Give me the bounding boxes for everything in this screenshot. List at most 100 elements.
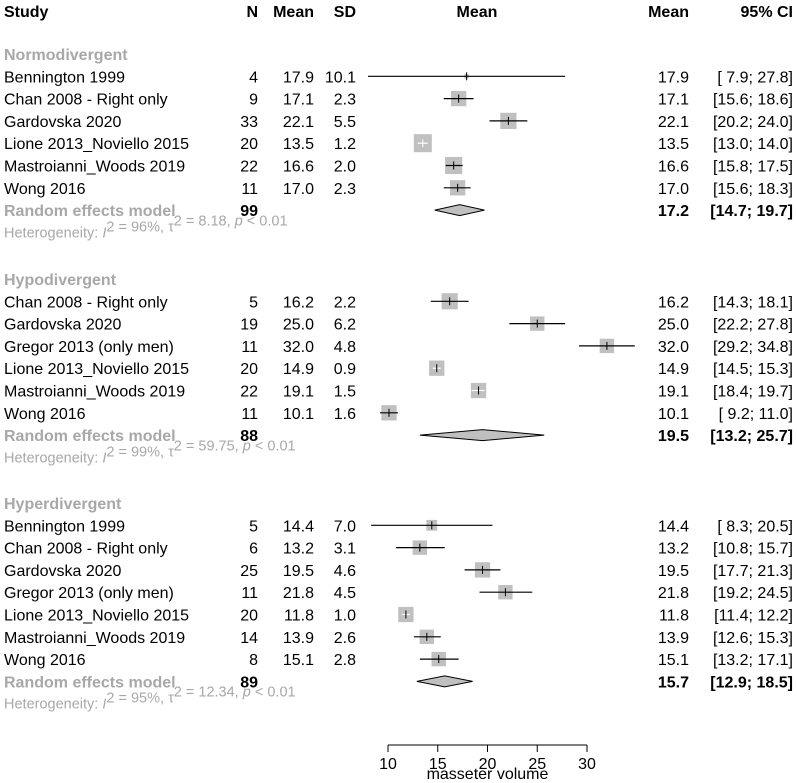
study-ci: [14.5; 15.3] [713, 361, 793, 378]
study-n: 22 [240, 159, 258, 176]
study-row: Lione 2013_Noviello 2015 20 13.5 1.2 13.5 [13… [4, 134, 793, 153]
study-mean: 17.1 [283, 92, 314, 109]
heterogeneity-part: I [102, 697, 106, 713]
study-sd: 7.0 [334, 518, 356, 535]
study-name: Gregor 2013 (only men) [4, 585, 174, 602]
study-n: 20 [240, 136, 258, 153]
random-effects-n: 88 [240, 428, 258, 445]
study-row: Chan 2008 - Right only 9 17.1 2.3 17.1 [15.6;… [4, 90, 793, 109]
study-sd: 2.2 [334, 294, 356, 311]
study-row: Gregor 2013 (only men) 11 21.8 4.5 21.8 [19.2… [4, 585, 793, 602]
study-n: 11 [241, 339, 258, 356]
heterogeneity-part: I [102, 225, 106, 241]
study-ci: [20.2; 24.0] [713, 114, 793, 131]
random-effects-n: 89 [240, 674, 258, 691]
study-mean-value: 17.1 [658, 92, 689, 109]
study-n: 20 [240, 608, 258, 625]
study-sd: 2.0 [334, 159, 356, 176]
study-ci: [12.6; 15.3] [713, 630, 793, 647]
study-name: Wong 2016 [4, 181, 86, 198]
study-n: 20 [240, 361, 258, 378]
column-headers: Study N Mean SD Mean Mean 95% CI [4, 4, 793, 21]
study-n: 19 [240, 317, 258, 334]
axis-tick-label: 10 [379, 756, 397, 773]
study-sd: 10.1 [325, 69, 356, 86]
summary-diamond [434, 204, 485, 217]
subgroup-normodivergent: Normodivergent Bennington 1999 4 17.9 10.1 17… [4, 47, 793, 241]
group-title: Normodivergent [4, 47, 128, 64]
study-mean-value: 32.0 [658, 339, 689, 356]
superscript: 2 [106, 444, 114, 460]
study-ci: [15.6; 18.3] [713, 181, 793, 198]
study-name: Lione 2013_Noviello 2015 [4, 136, 189, 153]
heterogeneity-part: Heterogeneity: [4, 225, 102, 241]
random-effects-mean: 15.7 [658, 674, 689, 691]
x-axis-label: masseter volume [427, 766, 549, 783]
study-sd: 5.5 [334, 114, 356, 131]
study-mean-value: 19.1 [658, 384, 689, 401]
study-name: Chan 2008 - Right only [4, 92, 168, 109]
study-mean-value: 11.8 [659, 608, 689, 625]
study-sd: 1.2 [334, 136, 356, 153]
random-effects-mean: 19.5 [658, 428, 689, 445]
study-n: 5 [249, 518, 258, 535]
study-n: 5 [249, 294, 258, 311]
study-ci: [ 7.9; 27.8] [717, 69, 793, 86]
study-row: Mastroianni_Woods 2019 14 13.9 2.6 13.9 [12.6… [4, 629, 793, 647]
study-ci: [13.0; 14.0] [713, 136, 793, 153]
study-n: 14 [240, 630, 258, 647]
study-name: Mastroianni_Woods 2019 [4, 159, 185, 176]
study-n: 8 [249, 652, 258, 669]
study-n: 11 [241, 181, 258, 198]
study-ci: [19.2; 24.5] [713, 585, 793, 602]
study-ci: [15.8; 17.5] [713, 159, 793, 176]
header-mean: Mean [273, 4, 314, 21]
group-title: Hyperdivergent [4, 496, 122, 513]
study-name: Chan 2008 - Right only [4, 294, 168, 311]
study-sd: 1.6 [334, 406, 356, 423]
random-effects-row: Random effects model 88 19.5 [13.2; 25.7] [4, 428, 793, 445]
heterogeneity-part: I [102, 450, 106, 466]
study-mean: 11.8 [284, 608, 314, 625]
study-mean: 17.0 [283, 181, 314, 198]
study-sd: 6.2 [334, 317, 356, 334]
study-ci: [29.2; 34.8] [713, 339, 793, 356]
subgroup-hyperdivergent: Hyperdivergent Bennington 1999 5 14.4 7.0 14.… [4, 496, 793, 713]
header-ci: 95% CI [741, 4, 793, 21]
study-mean: 25.0 [283, 317, 314, 334]
study-n: 6 [249, 541, 258, 558]
study-mean-value: 22.1 [658, 114, 689, 131]
axis-tick-label: 15 [429, 756, 447, 773]
superscript: 2 [106, 691, 114, 707]
random-effects-row: Random effects model 99 17.2 [14.7; 19.7] [4, 203, 793, 220]
study-name: Lione 2013_Noviello 2015 [4, 361, 189, 378]
study-mean: 13.2 [283, 541, 314, 558]
study-mean: 21.8 [283, 585, 314, 602]
study-row: Lione 2013_Noviello 2015 20 14.9 0.9 14.9 [14… [4, 360, 793, 378]
header-n: N [246, 4, 258, 21]
header-mean-value: Mean [648, 4, 689, 21]
group-title: Hypodivergent [4, 272, 117, 289]
study-mean: 32.0 [283, 339, 314, 356]
study-ci: [13.2; 17.1] [713, 652, 793, 669]
study-sd: 1.0 [334, 608, 356, 625]
study-mean-value: 13.5 [658, 136, 689, 153]
superscript: 2 [174, 685, 182, 701]
study-row: Mastroianni_Woods 2019 22 16.6 2.0 16.6 [15.8… [4, 156, 793, 176]
study-mean: 14.9 [283, 361, 314, 378]
heterogeneity-part: = 59.75, [182, 438, 243, 454]
heterogeneity-text: Heterogeneity: I2 = 99%, τ2 = 59.75, p <… [4, 438, 296, 466]
x-axis: 10 15 20 25 30 masseter volume [379, 744, 596, 783]
study-row: Mastroianni_Woods 2019 22 19.1 1.5 19.1 [18.4… [4, 382, 793, 401]
study-name: Gardovska 2020 [4, 563, 122, 580]
random-effects-row: Random effects model 89 15.7 [12.9; 18.5] [4, 674, 793, 691]
study-row: Gregor 2013 (only men) 11 32.0 4.8 32.0 [29.2… [4, 338, 793, 356]
header-sd: SD [334, 4, 356, 21]
study-mean-value: 19.5 [658, 563, 689, 580]
study-mean-value: 10.1 [658, 406, 689, 423]
study-mean-value: 16.6 [658, 159, 689, 176]
random-effects-ci: [14.7; 19.7] [710, 203, 793, 220]
study-n: 11 [241, 585, 258, 602]
heterogeneity-part: = 12.34, [182, 685, 243, 701]
